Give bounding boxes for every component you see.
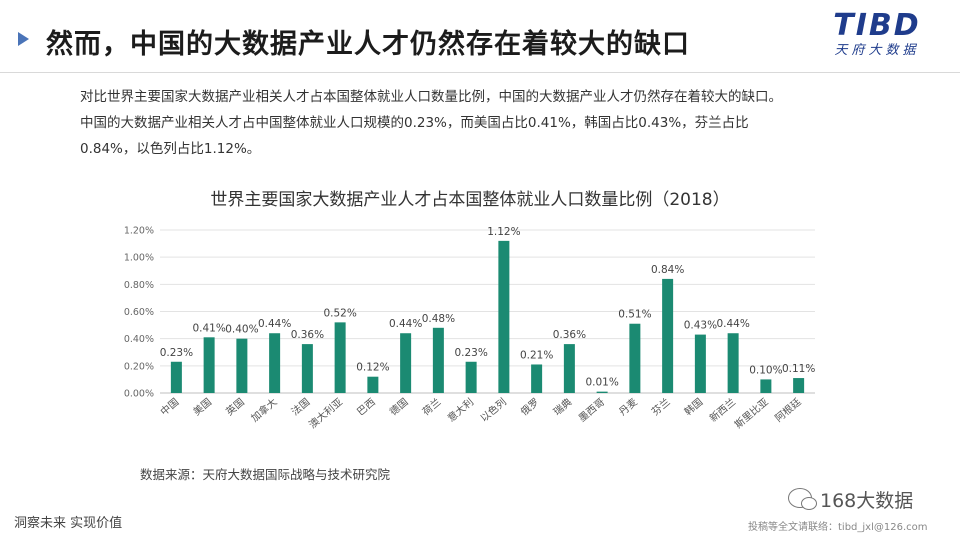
x-tick-label: 意大利 xyxy=(445,395,476,424)
chart-title: 世界主要国家大数据产业人才占本国整体就业人口数量比例（2018） xyxy=(210,190,730,210)
bar xyxy=(498,240,510,393)
intro-line-2: 中国的大数据产业相关人才占中国整体就业人口规模的0.23%，而美国占比0.41%… xyxy=(80,115,749,131)
bar xyxy=(269,333,281,393)
data-label: 0.44% xyxy=(389,318,422,330)
data-label: 0.10% xyxy=(749,364,782,376)
x-tick-label: 墨西哥 xyxy=(576,396,607,424)
bar xyxy=(465,361,477,393)
y-tick-label: 0.00% xyxy=(124,389,154,400)
bar xyxy=(432,327,444,393)
data-label: 0.44% xyxy=(716,318,749,330)
x-tick-label: 中国 xyxy=(158,395,182,418)
x-tick-label: 阿根廷 xyxy=(772,395,803,424)
data-label: 0.41% xyxy=(192,322,225,334)
bar-chart: 世界主要国家大数据产业人才占本国整体就业人口数量比例（2018） 0.00% 0.… xyxy=(110,180,830,450)
data-label: 0.44% xyxy=(258,318,291,330)
x-tick-label: 芬兰 xyxy=(649,395,673,418)
logo-subtext: 天府大数据 xyxy=(834,43,920,58)
data-label: 0.43% xyxy=(684,320,717,332)
x-tick-label: 加拿大 xyxy=(248,395,279,424)
data-label: 0.12% xyxy=(356,362,389,374)
data-label: 0.36% xyxy=(291,329,324,341)
page-title: 然而，中国的大数据产业人才仍然存在着较大的缺口 xyxy=(46,29,690,60)
x-tick-label: 美国 xyxy=(190,395,214,418)
bar xyxy=(793,378,805,393)
y-tick-label: 1.20% xyxy=(124,226,154,237)
chart-svg: 0.00% 0.20% 0.40% 0.60% 0.80% 1.00% 1.20% 0.23%… xyxy=(124,226,816,432)
y-tick-label: 1.00% xyxy=(124,253,154,264)
bar xyxy=(170,361,182,393)
x-tick-label: 瑞典 xyxy=(551,395,575,418)
watermark-name: 168大数据 xyxy=(820,490,914,512)
x-tick-label: 韩国 xyxy=(682,395,706,418)
y-tick-label: 0.60% xyxy=(124,307,154,318)
bar xyxy=(400,333,412,393)
header-band: 然而，中国的大数据产业人才仍然存在着较大的缺口 TIBD 天府大数据 xyxy=(0,0,960,78)
intro-line-3: 0.84%，以色列占比1.12%。 xyxy=(80,141,261,157)
y-tick-label: 0.20% xyxy=(124,361,154,372)
tibd-logo: TIBD 天府大数据 xyxy=(812,10,942,68)
logo-mark: TIBD xyxy=(833,8,921,43)
x-tick-label: 斯里比亚 xyxy=(732,395,771,431)
title-arrow-icon xyxy=(18,32,29,46)
x-tick-label: 法国 xyxy=(289,395,313,418)
data-label: 1.12% xyxy=(487,226,520,238)
data-label: 0.36% xyxy=(553,329,586,341)
bar xyxy=(629,323,641,393)
bar xyxy=(760,379,772,393)
data-label: 0.84% xyxy=(651,264,684,276)
bar xyxy=(531,364,543,393)
data-label: 0.52% xyxy=(323,307,356,319)
watermark: 168大数据 投稿等全文请联络：tibd_jxl@126.com xyxy=(748,486,948,536)
x-tick-label: 俄罗 xyxy=(519,396,542,418)
bar xyxy=(367,376,379,393)
bar xyxy=(727,333,739,393)
bar xyxy=(334,322,346,393)
intro-line-1: 对比世界主要国家大数据产业相关人才占本国整体就业人口数量比例，中国的大数据产业人… xyxy=(80,89,782,105)
bar xyxy=(596,391,608,393)
watermark-sub: 投稿等全文请联络：tibd_jxl@126.com xyxy=(748,522,928,533)
x-tick-label: 丹麦 xyxy=(617,396,640,418)
bar xyxy=(694,334,706,393)
x-tick-label: 荷兰 xyxy=(420,395,444,418)
x-tick-label: 巴西 xyxy=(355,396,378,418)
wechat-icon xyxy=(788,488,817,510)
x-tick-label: 英国 xyxy=(223,395,247,418)
data-label: 0.23% xyxy=(454,347,487,359)
intro-text: 对比世界主要国家大数据产业相关人才占本国整体就业人口数量比例，中国的大数据产业人… xyxy=(80,84,860,162)
y-tick-label: 0.80% xyxy=(124,280,154,291)
bar xyxy=(203,337,215,393)
x-tick-label: 澳大利亚 xyxy=(306,395,345,431)
data-label: 0.21% xyxy=(520,349,553,361)
x-tick-label: 新西兰 xyxy=(707,395,738,424)
x-tick-label: 德国 xyxy=(387,395,411,418)
data-label: 0.51% xyxy=(618,309,651,321)
y-tick-label: 0.40% xyxy=(124,334,154,345)
bar xyxy=(301,344,313,393)
bar xyxy=(662,278,674,393)
x-tick-label: 以色列 xyxy=(477,395,508,424)
data-label: 0.40% xyxy=(225,324,258,336)
data-label: 0.11% xyxy=(782,363,815,375)
bar xyxy=(236,338,248,393)
title-divider xyxy=(0,72,960,73)
data-label: 0.23% xyxy=(160,347,193,359)
bar xyxy=(563,344,575,393)
footer-slogan: 洞察未来 实现价值 xyxy=(14,516,123,531)
data-label: 0.01% xyxy=(585,377,618,389)
data-label: 0.48% xyxy=(422,313,455,325)
data-source: 数据来源：天府大数据国际战略与技术研究院 xyxy=(140,467,391,482)
